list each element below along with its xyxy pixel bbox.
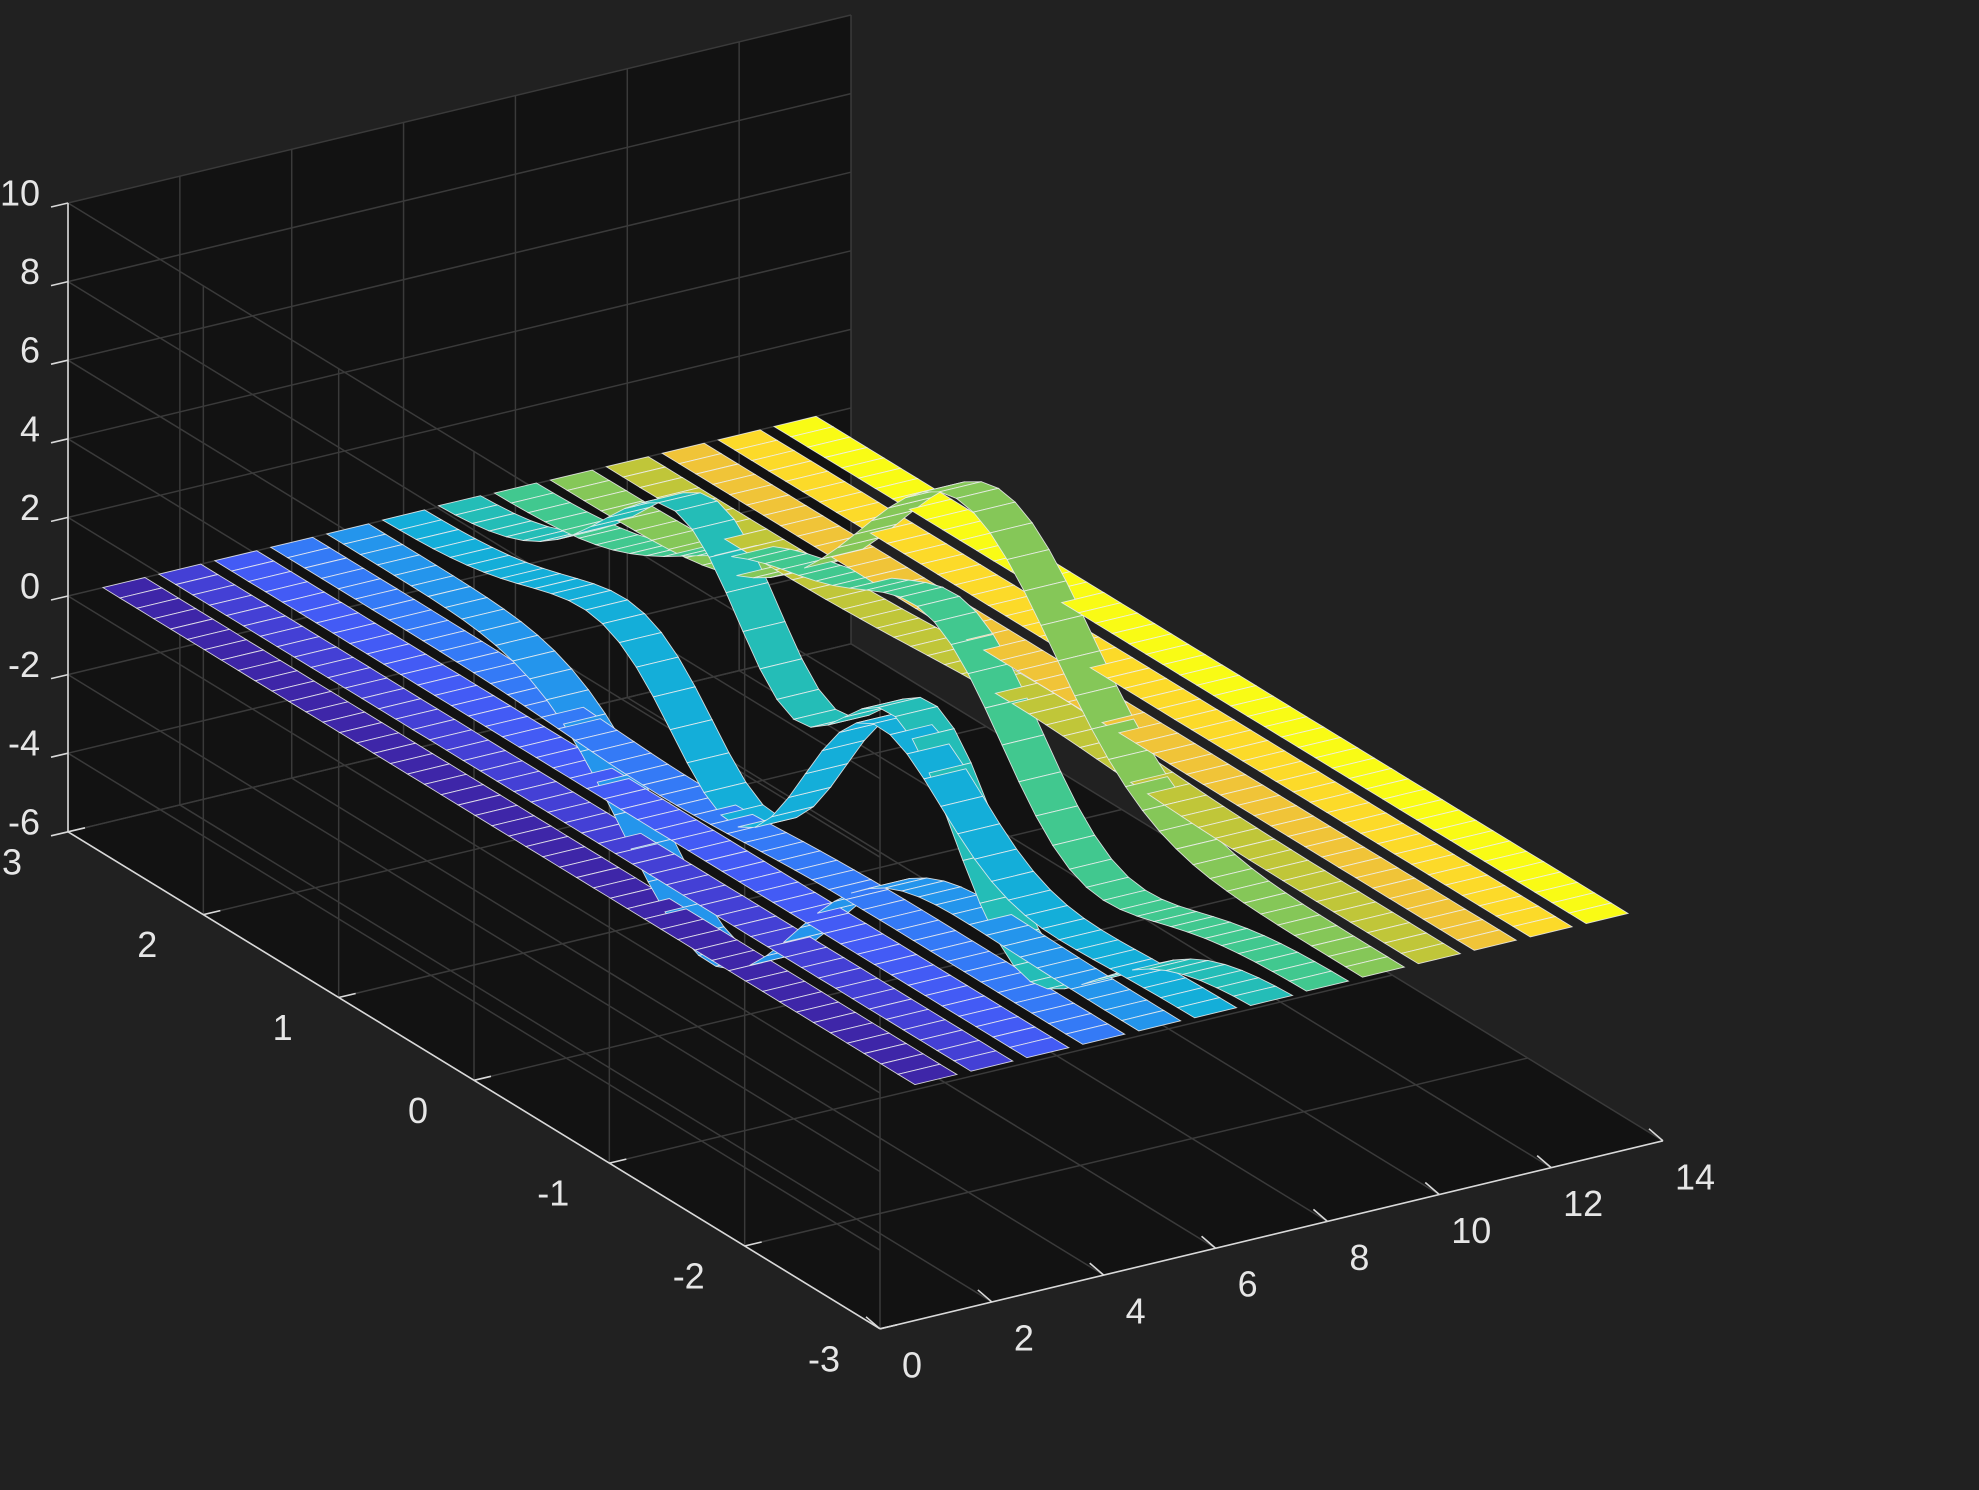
ribbon-8-facet [1288,970,1350,992]
grid-line-y [744,1057,1528,1247]
y-tick-mark [203,909,221,916]
z-tick-label: 4 [20,408,40,449]
back-panes [68,15,1663,1329]
y-tick-mark [744,1241,762,1247]
y-tick-label: -3 [808,1338,840,1379]
ribbon-12-facet [1512,916,1574,938]
y-tick-mark [879,1324,898,1330]
grid-line-y [609,974,1393,1164]
y-tick-mark [338,992,356,999]
z-tick-label: 2 [20,487,40,528]
grid-line-z [67,673,881,1173]
ribbons [101,415,1630,1086]
x-tick-label: 12 [1563,1183,1603,1224]
z-tick-mark [50,280,69,287]
x-axis-line [879,1140,1664,1330]
ribbon-1-facet [896,1063,959,1086]
y-tick-label: 3 [2,841,22,882]
z-tick-mark [50,595,69,601]
z-tick-label: 8 [20,251,40,292]
grid-line-z [67,171,852,361]
ribbon-13-facet [1568,902,1630,924]
x-tick-label: 10 [1451,1210,1491,1251]
ribbon-7-facet [1232,985,1294,1006]
axis-lines [50,202,1664,1330]
x-tick-mark [977,1289,993,1303]
z-tick-mark [50,752,69,758]
ribbon-11-facet [1456,929,1518,951]
z-tick-label: -2 [8,644,40,685]
z-tick-label: 6 [20,330,40,371]
ribbon-3-facet [1008,1036,1070,1059]
grid-line-z [67,280,881,780]
ribbon-9-facet [1344,956,1406,978]
x-tick-mark [1536,1155,1552,1169]
z-tick-mark [50,359,69,365]
y-tick-mark [67,827,86,833]
y-tick-label: -2 [673,1256,705,1297]
x-tick-label: 2 [1014,1317,1034,1358]
z-tick-mark [50,516,69,523]
z-tick-label: -6 [8,801,40,842]
x-tick-label: 14 [1675,1156,1715,1197]
grid-line-z [67,14,852,204]
ribbon-4-facet [1064,1023,1126,1045]
x-tick-label: 8 [1349,1237,1369,1278]
grid-line-z [67,752,881,1251]
ribbon-2-facet [952,1050,1014,1072]
x-tick-mark [865,1316,881,1330]
x-tick-label: 0 [902,1344,922,1385]
y-tick-label: 2 [137,924,157,965]
grid-line-z [67,595,881,1094]
x-tick-label: 6 [1238,1264,1258,1305]
z-tick-label: 10 [0,173,40,214]
x-tick-mark [1424,1181,1440,1196]
x-tick-mark [1648,1128,1664,1142]
z-tick-mark [50,673,69,680]
y-tick-label: 0 [408,1090,428,1131]
grid-line-z [67,92,852,283]
grid-line-z [67,250,852,440]
ribbon-5-facet [1120,1009,1182,1032]
y-tick-label: -1 [537,1173,569,1214]
z-tick-mark [50,831,69,837]
x-tick-mark [1089,1262,1105,1276]
y-tick-mark [473,1075,492,1082]
y-tick-label: 1 [273,1007,293,1048]
z-tick-label: -4 [8,723,40,764]
y-tick-mark [609,1158,627,1164]
x-tick-mark [1312,1208,1328,1222]
x-tick-label: 4 [1126,1291,1146,1332]
ribbon-6-facet [1176,997,1238,1019]
ribbon-10-facet [1400,942,1462,965]
z-tick-mark [50,202,69,208]
z-tick-mark [50,438,69,444]
grid-line-z [67,328,852,519]
x-tick-mark [1201,1235,1217,1249]
z-tick-label: 0 [20,566,40,607]
